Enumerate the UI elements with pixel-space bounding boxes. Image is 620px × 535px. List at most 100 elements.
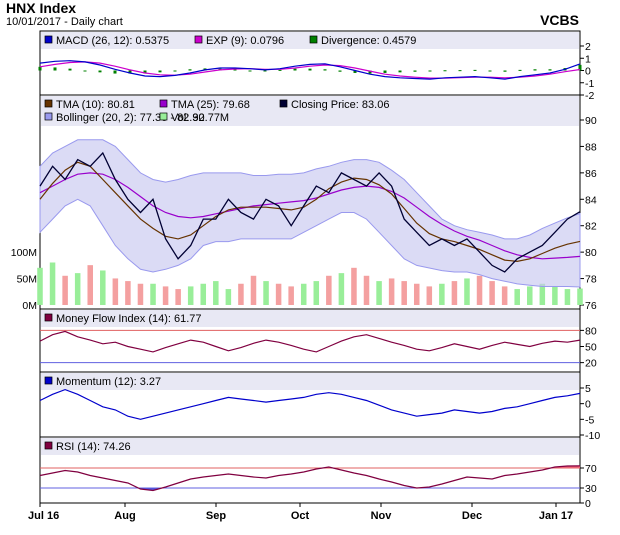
divergence-bar — [353, 70, 357, 73]
divergence-bar — [98, 70, 102, 73]
divergence-bar — [503, 70, 507, 72]
legend-label: Momentum (12): 3.27 — [56, 376, 161, 388]
volume-tick-label: 50M — [17, 273, 37, 285]
volume-bar — [439, 283, 445, 305]
series-line-rsi-14 — [39, 465, 581, 492]
legend-swatch — [44, 313, 53, 322]
divergence-bar — [428, 70, 432, 72]
volume-bar — [213, 281, 219, 305]
divergence-bar — [188, 69, 192, 71]
y-tick-label: 1 — [585, 53, 591, 65]
volume-bar — [74, 273, 81, 305]
volume-bar — [137, 283, 144, 305]
divergence-bar — [383, 70, 387, 73]
y-tick-label: 0 — [585, 66, 591, 78]
volume-bar — [489, 281, 495, 305]
volume-bar — [62, 275, 68, 305]
x-tick-label: Oct — [291, 510, 310, 522]
x-tick-label: Dec — [462, 510, 482, 522]
divergence-bar — [458, 70, 462, 72]
volume-bar — [125, 281, 131, 305]
divergence-bar — [308, 68, 312, 71]
chart-subtitle: 10/01/2017 - Daily chart — [6, 16, 123, 28]
y-tick-label: 0 — [585, 498, 591, 510]
y-tick-label: 80 — [585, 325, 597, 337]
divergence-bar — [128, 70, 132, 74]
series-line-macd-26-12 — [39, 60, 581, 80]
series-line-closing-price — [39, 151, 581, 273]
volume-bar — [564, 289, 571, 305]
divergence-bar — [533, 69, 537, 71]
legend-label: Closing Price: 83.06 — [291, 99, 389, 111]
x-tick-label: Sep — [206, 510, 226, 522]
legend-band — [41, 96, 579, 126]
divergence-bar — [578, 64, 582, 71]
panel-money-flow-index: Money Flow Index (14): 61.77 80 50 20 — [39, 308, 597, 373]
volume-bar — [514, 289, 520, 305]
volume-tick-label: 100M — [11, 247, 37, 259]
legend-swatch — [194, 35, 203, 44]
volume-bar — [87, 265, 93, 305]
series-line-tma-10 — [39, 161, 581, 263]
legend-band — [41, 310, 579, 327]
y-tick-label: 84 — [585, 194, 597, 206]
divergence-bar — [323, 69, 327, 71]
volume-bar — [263, 281, 269, 305]
volume-bar — [162, 286, 169, 305]
divergence-bar — [518, 69, 522, 71]
divergence-bar — [413, 70, 417, 72]
legend-swatch — [159, 99, 168, 108]
divergence-bar — [173, 70, 177, 72]
panel-rsi: RSI (14): 74.26 70 30 0 — [39, 436, 597, 510]
rsi-oversold-fill — [40, 488, 580, 491]
volume-bar — [288, 286, 294, 305]
divergence-bar — [263, 70, 267, 72]
divergence-bar — [443, 70, 447, 72]
volume-bar — [451, 281, 458, 305]
y-tick-label: 88 — [585, 141, 597, 153]
volume-bar — [300, 283, 307, 305]
volume-bar — [539, 283, 546, 305]
legend-band — [41, 373, 579, 390]
legend-swatch — [159, 112, 168, 121]
y-tick-label: 82 — [585, 221, 597, 233]
volume-bar — [388, 278, 395, 305]
volume-bar — [49, 262, 56, 305]
volume-bar — [250, 275, 257, 305]
y-tick-label: 0 — [585, 399, 591, 411]
divergence-bar — [143, 70, 147, 74]
divergence-bar — [488, 70, 492, 72]
volume-bar — [225, 289, 232, 305]
y-tick-label: -10 — [585, 430, 600, 442]
y-tick-label: 70 — [585, 463, 597, 475]
series-line-momentum-12 — [39, 388, 581, 420]
x-tick-label: Jul 16 — [28, 510, 59, 522]
volume-bar — [175, 289, 181, 305]
legend-swatch — [44, 112, 53, 121]
divergence-bar — [293, 68, 297, 71]
y-tick-label: 30 — [585, 483, 597, 495]
legend-label: Vol: 30.77M — [171, 112, 229, 124]
x-tick-label: Jan 17 — [539, 510, 573, 522]
volume-bar — [100, 270, 106, 305]
y-tick-label: 50 — [585, 342, 597, 354]
chart-title: HNX Index — [6, 0, 76, 16]
divergence-bar — [83, 70, 87, 72]
volume-bar — [326, 275, 332, 305]
volume-bar — [552, 286, 558, 305]
divergence-bar — [158, 70, 162, 73]
volume-bar — [464, 278, 470, 305]
legend-label: EXP (9): 0.0796 — [206, 35, 284, 47]
x-tick-label: Aug — [114, 510, 135, 522]
y-tick-label: 76 — [585, 300, 597, 312]
volume-bar — [501, 286, 508, 305]
legend-swatch — [44, 376, 53, 385]
legend-swatch — [44, 441, 53, 450]
legend-label: RSI (14): 74.26 — [56, 441, 131, 453]
y-tick-label: -2 — [585, 90, 594, 102]
legend-label: Money Flow Index (14): 61.77 — [56, 313, 202, 325]
divergence-bar — [248, 70, 252, 72]
brand-label: VCBS — [540, 12, 579, 28]
series-line-money-flow-index-14 — [39, 330, 581, 353]
